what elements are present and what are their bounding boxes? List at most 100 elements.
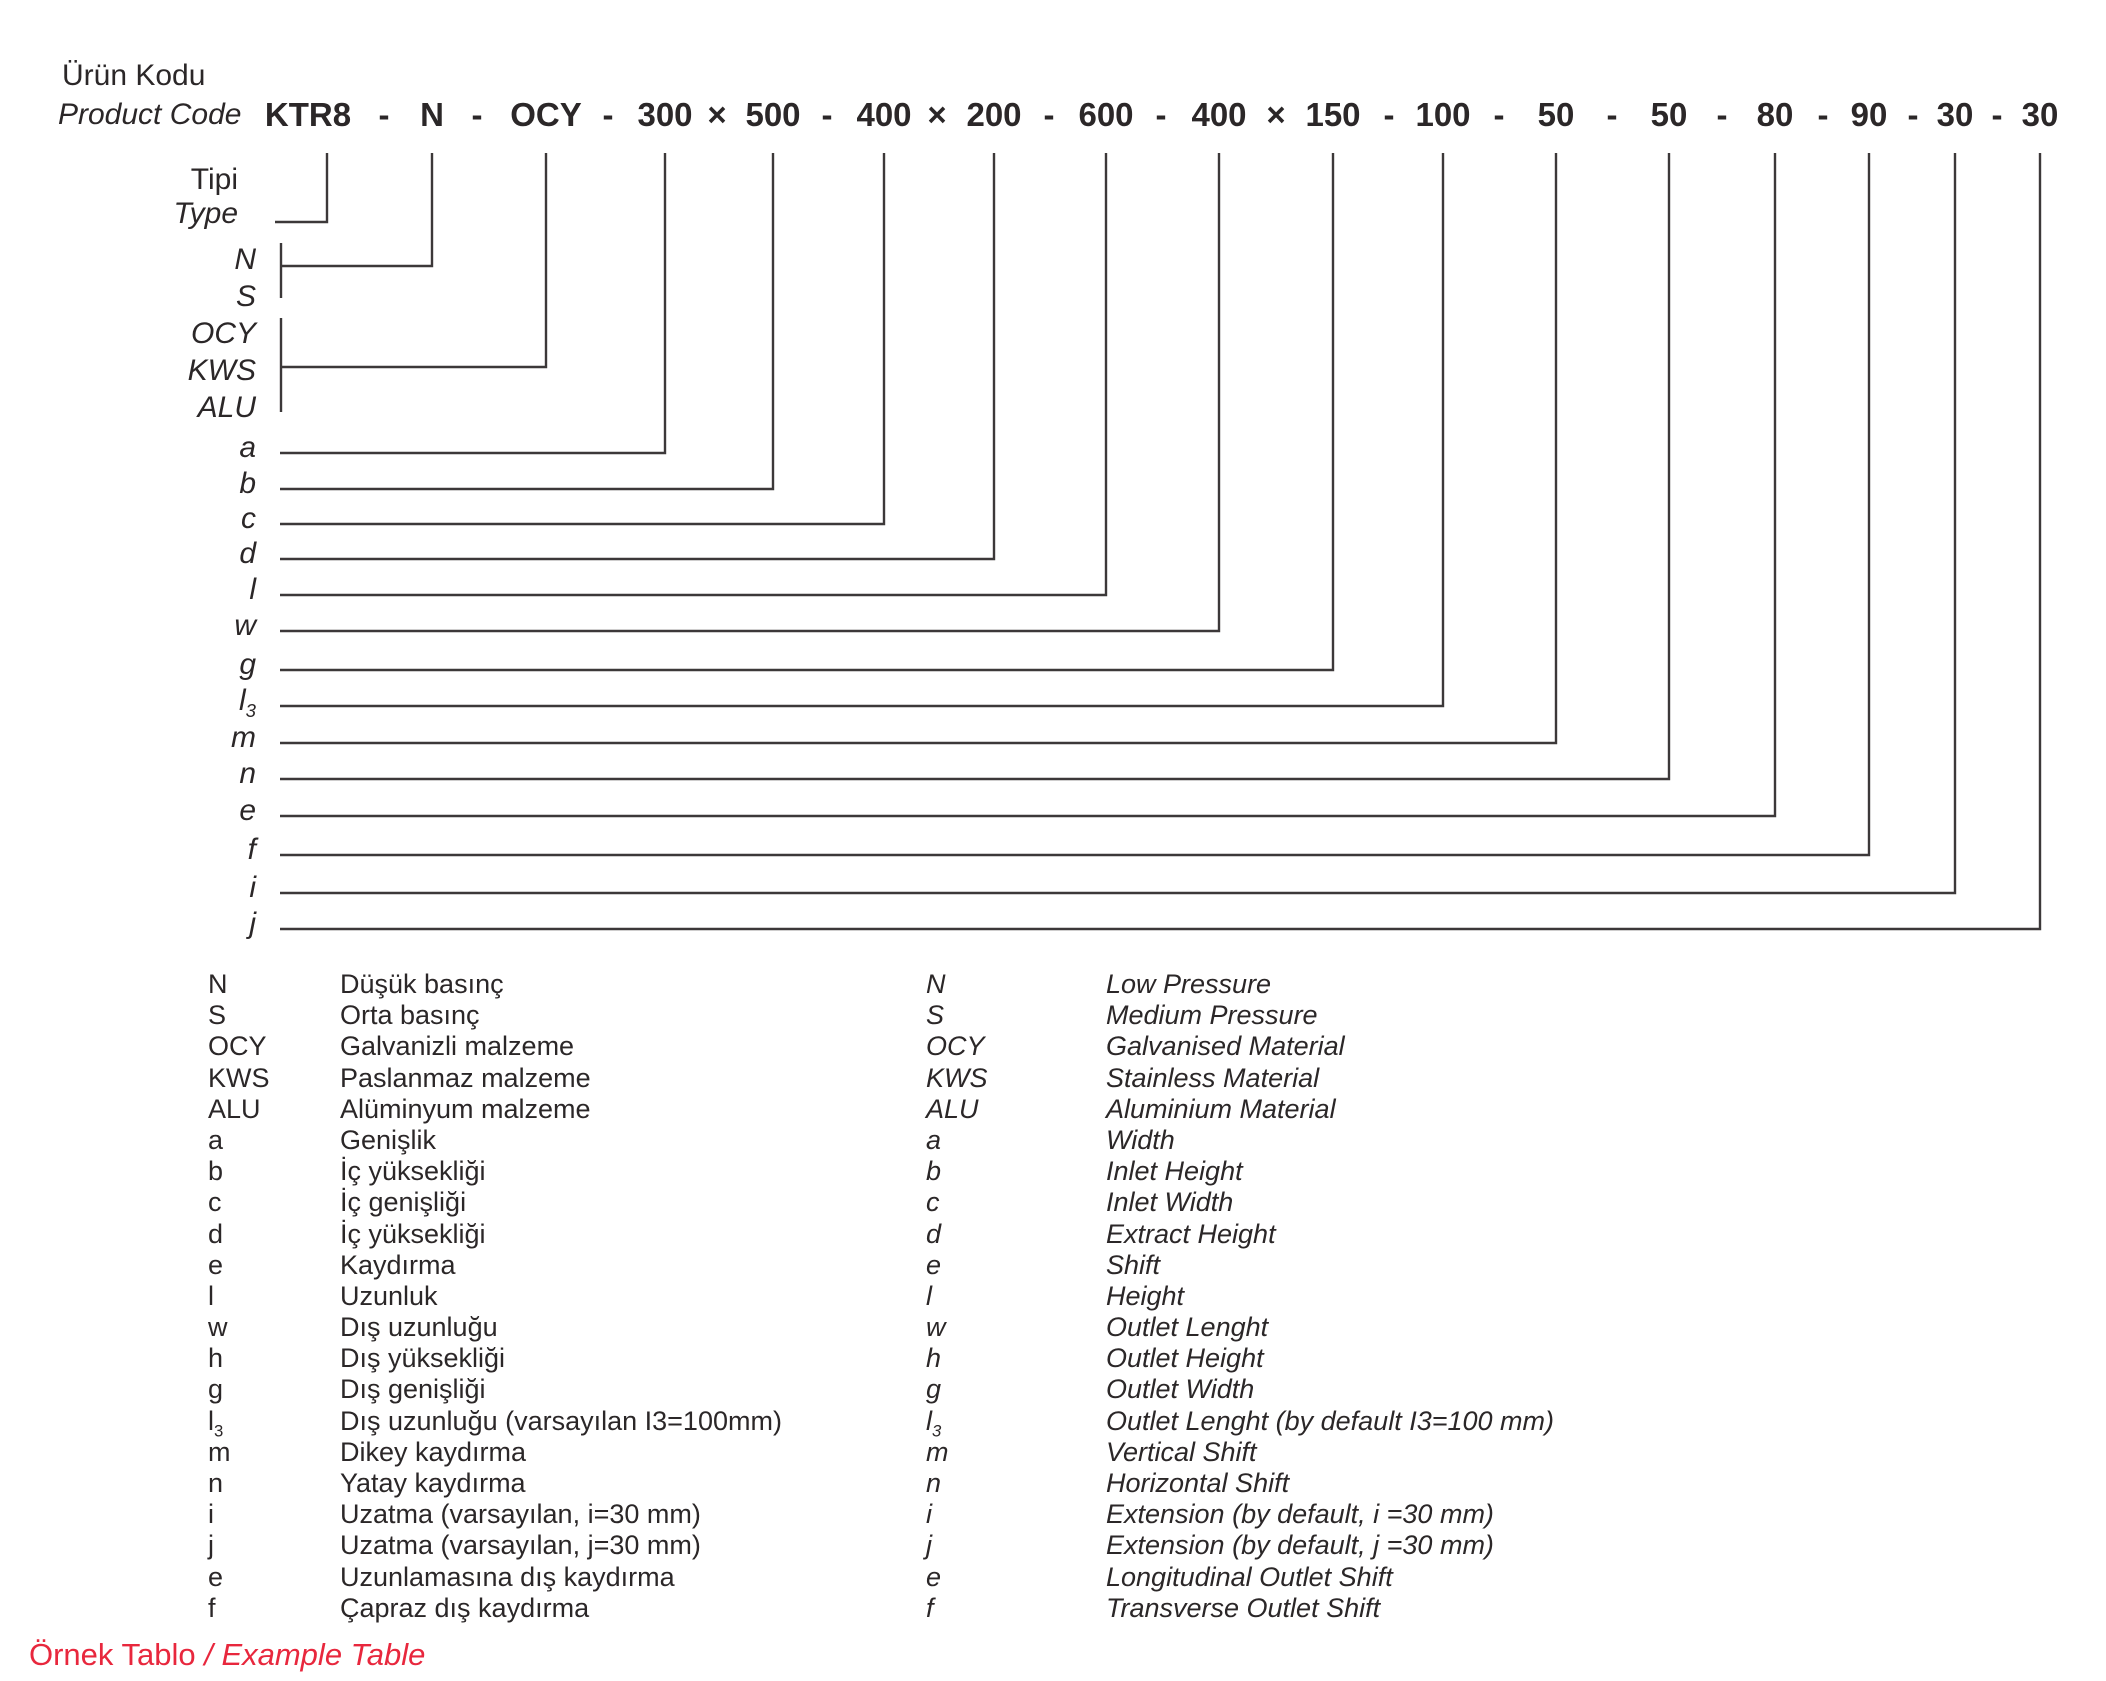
legend-desc: Extract Height [1106,1218,1276,1249]
connector-d [280,153,996,561]
code-separator: - [378,96,390,133]
tree-label-kws: KWS [187,354,256,387]
tree-label-b: b [239,467,256,500]
legend-desc: Galvanised Material [1106,1031,1345,1062]
legend-row: l3 Outlet Lenght (by default I3=100 mm) [926,1406,1554,1439]
legend-key: l [208,1280,214,1311]
legend-desc: Stainless Material [1106,1062,1320,1093]
legend-key: w [926,1312,946,1343]
legend-desc: Outlet Lenght [1106,1312,1269,1343]
legend-desc: Width [1106,1124,1175,1155]
tree-label-l3-base: l [238,684,246,717]
legend-row: j Uzatma (varsayılan, j=30 mm) [208,1530,782,1561]
code-separator: - [1606,96,1618,133]
legend-desc: Alüminyum malzeme [340,1093,591,1124]
code-segment: 90 [1850,96,1888,133]
legend-row: i Uzatma (varsayılan, i=30 mm) [208,1499,782,1530]
legend-desc: Dikey kaydırma [340,1436,527,1467]
legend-row: b Inlet Height [926,1156,1554,1187]
legend-key: e [926,1249,942,1280]
legend-row: b İç yüksekliği [208,1156,782,1187]
code-segment: 100 [1415,96,1471,133]
page-title-english: Product Code [58,98,242,131]
legend-row: h Dış yüksekliği [208,1343,782,1374]
legend-desc: Height [1106,1280,1185,1311]
connector-ocy [281,153,548,369]
code-segment: 150 [1305,96,1361,133]
code-segment: 400 [856,96,912,133]
tree-label-n: N [234,243,256,276]
legend-desc: Longitudinal Outlet Shift [1106,1561,1393,1592]
example-table-caption: Örnek Tablo / Example Table [29,1636,425,1674]
legend-row: S Orta basınç [208,1000,782,1031]
legend-key: b [926,1156,942,1187]
legend-desc: Extension (by default, i =30 mm) [1106,1499,1494,1530]
elbow-type-ktr8 [275,153,329,224]
legend-desc: Uzunluk [340,1280,438,1311]
legend-row: f Transverse Outlet Shift [926,1593,1554,1624]
legend-key: n [926,1468,942,1498]
legend-row: h Outlet Height [926,1343,1554,1374]
code-segment: 600 [1078,96,1134,133]
code-separator: - [1716,96,1728,133]
code-separator: × [707,96,727,133]
legend-row: g Outlet Width [926,1374,1554,1405]
legend-row: w Dış uzunluğu [208,1312,782,1343]
example-table-caption-tr: Örnek Tablo [29,1637,196,1672]
legend-key: c [926,1187,940,1218]
legend-key: h [926,1343,942,1374]
legend-key: KWS [208,1062,270,1093]
code-segment: 30 [1936,96,1974,133]
code-separator: - [1043,96,1055,133]
legend-key: c [208,1187,222,1218]
code-segment: OCY [510,96,582,133]
legend-row: ALU Aluminium Material [926,1094,1554,1125]
legend-desc: Dış yüksekliği [340,1343,506,1374]
legend-desc: Paslanmaz malzeme [340,1062,591,1093]
legend-key: ALU [926,1093,979,1124]
legend-row: g Dış genişliği [208,1374,782,1405]
code-segment: N [420,96,444,133]
legend-key: e [208,1249,224,1280]
tree-label-n2: n [239,757,256,790]
legend-row: N Düşük basınç [208,969,782,1000]
legend-row: e Shift [926,1250,1554,1281]
legend-row: c Inlet Width [926,1187,1554,1218]
code-separator: - [1991,96,2003,133]
connector-f [280,153,1871,857]
legend-key: i [926,1499,932,1530]
connector-j [280,153,2042,931]
code-segment: 80 [1756,96,1794,133]
legend-english: N Low Pressure S Medium Pressure OCY Galvan… [926,969,1554,1624]
legend-key: OCY [208,1031,267,1062]
legend-desc: Kaydırma [340,1249,456,1280]
legend-desc: Inlet Width [1106,1187,1234,1218]
legend-desc: Medium Pressure [1106,1000,1318,1031]
legend-key: a [208,1124,224,1155]
legend-desc: Galvanizli malzeme [340,1031,575,1062]
legend-turkish: N Düşük basınç S Orta basınç OCY Galvanizli… [208,969,782,1624]
legend-key: m [208,1436,231,1467]
legend-row: N Low Pressure [926,969,1554,1000]
legend-key: a [926,1124,942,1155]
legend-desc: Uzunlamasına dış kaydırma [340,1561,675,1592]
legend-row: m Dikey kaydırma [208,1437,782,1468]
code-separator: - [821,96,833,133]
legend-desc: Uzatma (varsayılan, j=30 mm) [340,1530,701,1561]
legend-desc: Düşük basınç [340,969,504,999]
legend-key: i [208,1499,214,1530]
connector-n2 [280,153,1671,781]
code-segment: 400 [1191,96,1247,133]
connector-c [280,153,886,526]
legend-key: m [926,1436,949,1467]
code-segment: 30 [2021,96,2059,133]
tree-label-d: d [239,537,256,570]
tree-label-type: Type [173,197,238,230]
connector-l [280,153,1108,597]
legend-row: S Medium Pressure [926,1000,1554,1031]
code-separator: - [602,96,614,133]
legend-row: d Extract Height [926,1219,1554,1250]
legend-row: f Çapraz dış kaydırma [208,1593,782,1624]
code-separator: - [1383,96,1395,133]
tree-label-i: i [249,871,256,904]
